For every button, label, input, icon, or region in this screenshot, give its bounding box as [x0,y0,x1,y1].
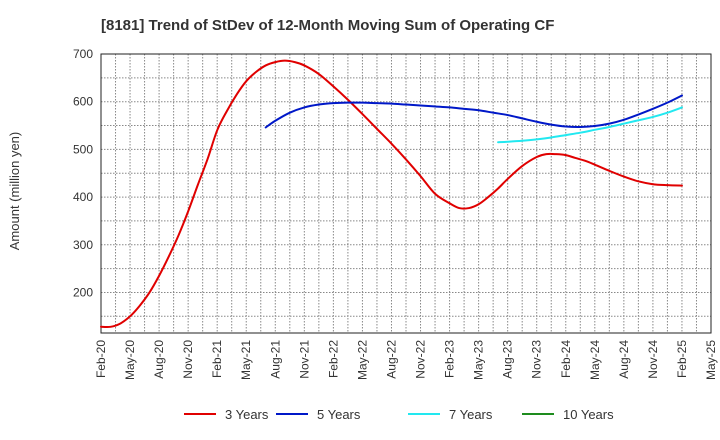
legend: 3 Years 5 Years 7 Years 10 Years [184,407,614,422]
x-axis-ticks: Feb-20 May-20 Aug-20 Nov-20 Feb-21 May-21 Aug-… [94,340,718,380]
series-line-7-years [497,106,683,144]
x-tick-label: May-25 [704,340,718,380]
legend-label-10-years: 10 Years [563,407,614,422]
y-tick-label: 600 [73,95,93,109]
x-tick-label: Aug-20 [152,340,166,379]
y-axis-label: Amount (million yen) [7,132,22,251]
x-tick-label: Feb-24 [559,340,573,378]
legend-label-5-years: 5 Years [317,407,361,422]
x-tick-label: Nov-21 [297,340,311,379]
x-tick-label: Nov-23 [530,340,544,379]
x-tick-label: May-22 [355,340,369,380]
x-tick-label: Aug-23 [501,340,515,379]
series-line-5-years [264,94,683,129]
x-tick-label: Feb-22 [326,340,340,378]
y-tick-label: 300 [73,238,93,252]
x-tick-label: Nov-24 [646,340,660,379]
x-tick-label: Aug-21 [268,340,282,379]
y-tick-label: 200 [73,285,93,299]
x-tick-label: May-20 [123,340,137,380]
x-tick-label: Feb-21 [210,340,224,378]
y-tick-label: 500 [73,142,93,156]
legend-label-3-years: 3 Years [225,407,269,422]
series-line-3-years [100,59,683,329]
chart-title: [8181] Trend of StDev of 12-Month Moving… [101,17,554,34]
grid [101,54,711,333]
x-tick-label: Feb-23 [443,340,457,378]
plot-frame [100,53,712,334]
x-tick-label: Nov-22 [414,340,428,379]
x-tick-label: Nov-20 [181,340,195,379]
x-tick-label: May-24 [588,340,602,380]
series-layer [100,59,683,329]
legend-label-7-years: 7 Years [449,407,493,422]
x-tick-label: Aug-24 [617,340,631,379]
y-tick-label: 400 [73,190,93,204]
y-tick-label: 700 [73,47,93,61]
x-tick-label: Feb-20 [94,340,108,378]
x-tick-label: May-21 [239,340,253,380]
x-tick-label: Feb-25 [675,340,689,378]
y-axis-ticks: 200 300 400 500 600 700 [73,47,93,299]
x-tick-label: May-23 [472,340,486,380]
x-tick-label: Aug-22 [384,340,398,379]
